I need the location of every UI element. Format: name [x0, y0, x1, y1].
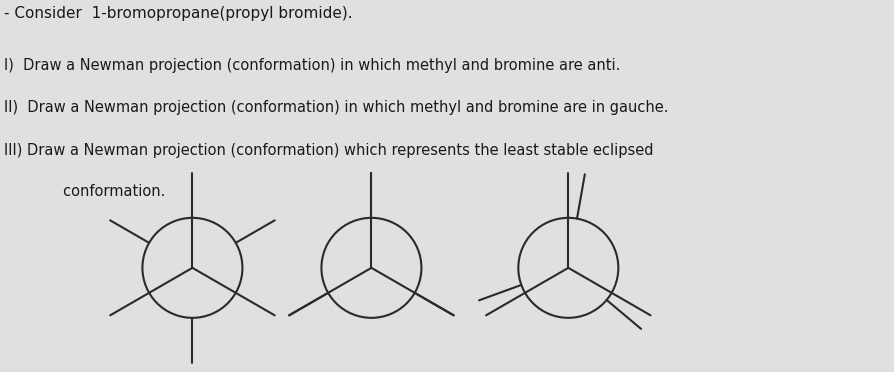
Text: I)  Draw a Newman projection (conformation) in which methyl and bromine are anti: I) Draw a Newman projection (conformatio… — [4, 58, 620, 73]
Text: - Consider  1-bromopropane(propyl bromide).: - Consider 1-bromopropane(propyl bromide… — [4, 6, 353, 20]
Text: II)  Draw a Newman projection (conformation) in which methyl and bromine are in : II) Draw a Newman projection (conformati… — [4, 100, 668, 115]
Text: conformation.: conformation. — [40, 184, 165, 199]
Text: III) Draw a Newman projection (conformation) which represents the least stable e: III) Draw a Newman projection (conformat… — [4, 143, 654, 158]
